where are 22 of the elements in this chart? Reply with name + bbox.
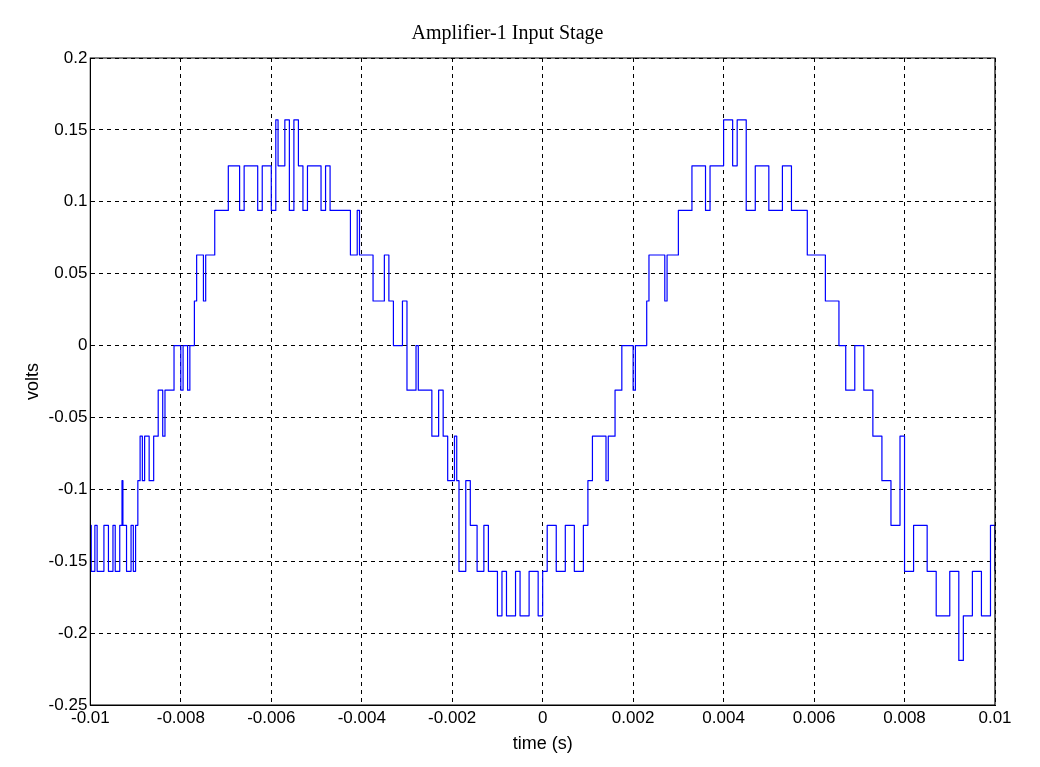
y-tick-label: 0.1	[63, 191, 88, 211]
y-tick-label: 0.15	[54, 119, 88, 139]
x-tick-label: 0.008	[883, 707, 926, 727]
x-tick-label: 0.004	[702, 707, 745, 727]
x-tick-label: 0.01	[978, 707, 1012, 727]
y-tick-label: -0.05	[48, 407, 88, 427]
x-tick-label: 0	[537, 707, 548, 727]
x-tick-label: -0.006	[247, 707, 296, 727]
y-tick-label: -0.15	[48, 550, 88, 570]
x-tick-label: -0.004	[337, 707, 386, 727]
y-tick-label: -0.1	[58, 479, 88, 499]
x-tick-label: 0.002	[611, 707, 655, 727]
y-axis-title: volts	[21, 362, 42, 401]
y-tick-label: 0.05	[54, 263, 88, 283]
x-tick-label: 0.006	[792, 707, 836, 727]
x-axis-title: time (s)	[512, 733, 573, 754]
chart-title: Amplifier-1 Input Stage	[411, 21, 604, 45]
y-tick-label: 0	[77, 335, 88, 355]
y-tick-label: -0.2	[58, 622, 88, 642]
x-tick-label: -0.002	[428, 707, 477, 727]
x-tick-label: -0.008	[156, 707, 205, 727]
y-tick-label: 0.2	[63, 47, 88, 67]
